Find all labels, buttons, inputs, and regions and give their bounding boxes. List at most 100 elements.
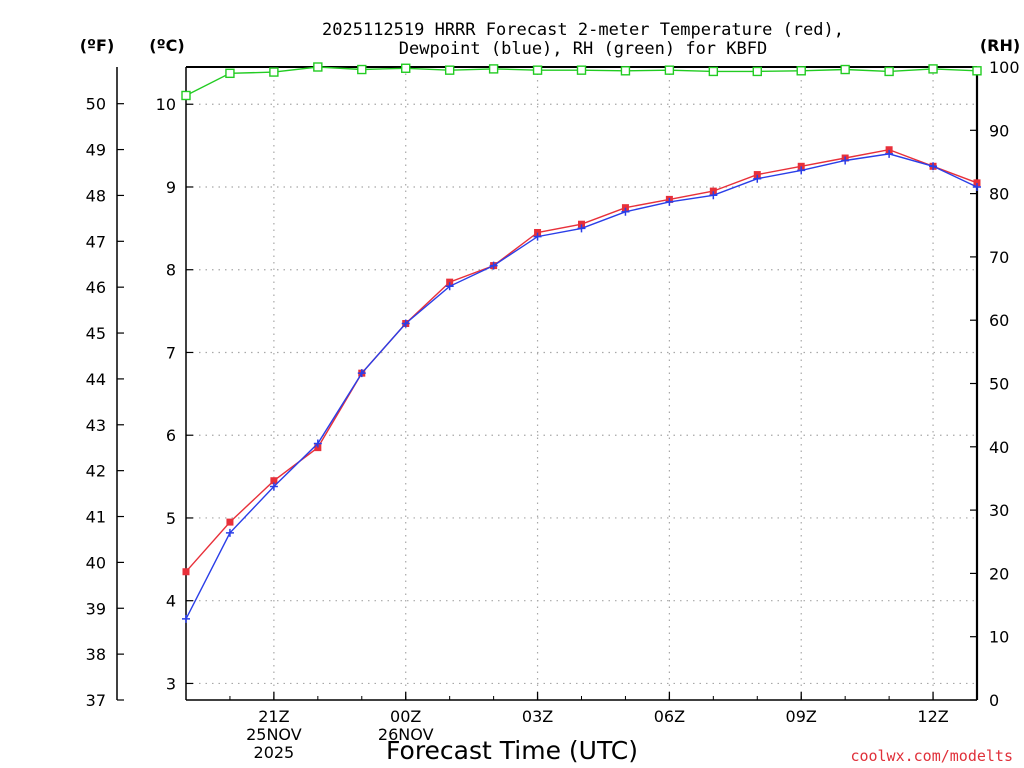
rh-point [181,90,191,101]
fahrenheit-tick-label: 45 [86,324,106,343]
dewpoint-point [665,197,674,206]
rh-point [313,62,323,72]
x-tick-label: 2025 [254,743,295,762]
dewpoint-point [225,528,234,537]
dewpoint-point [577,224,586,233]
dewpoint-point [885,149,894,158]
rh-point [664,65,675,75]
temperature-point [270,477,278,485]
x-tick-label: 03Z [522,707,553,726]
rh-tick-label: 50 [989,375,1009,394]
dewpoint-point [182,614,190,623]
rh-point [357,64,367,75]
rh-point [840,64,850,75]
fahrenheit-tick-label: 42 [86,462,106,481]
celsius-tick-label: 5 [166,509,176,528]
temperature-point [314,444,322,452]
x-tick-label: 25NOV [246,725,302,744]
dewpoint-point [269,482,278,491]
celsius-tick-label: 4 [166,592,176,611]
temperature-point [226,518,234,526]
temperature-point [709,187,717,195]
grid-lines [186,67,977,700]
temperature-point [973,179,981,187]
x-tick-label: 26NOV [378,725,434,744]
temperature-point [578,220,585,228]
fahrenheit-tick-label: 44 [86,370,106,389]
rh-tick-label: 90 [989,121,1009,140]
dewpoint-point [401,319,410,328]
rh-tick-label: 70 [989,248,1009,267]
temperature-point [885,146,893,154]
celsius-tick-label: 6 [166,426,176,445]
temperature-point [621,204,629,212]
dewpoint-point [709,191,718,200]
x-tick-label: 12Z [917,707,948,726]
rh-tick-label: 60 [989,311,1009,330]
x-axis-title: Forecast Time (UTC) [386,736,638,765]
fahrenheit-tick-label: 48 [86,186,106,205]
fahrenheit-tick-label: 50 [86,95,106,114]
rh-point [884,66,894,77]
rh-point [401,63,411,73]
dewpoint-point [841,156,850,165]
site-credit: coolwx.com/modelts [850,747,1013,765]
dewpoint-point [973,182,981,191]
rh-tick-label: 100 [989,58,1020,77]
rh-point [620,66,631,76]
dewpoint-point [621,207,630,216]
rh-point [488,64,499,74]
dewpoint-point [357,369,366,378]
temperature-point [446,278,454,286]
temperature-series-line [185,148,978,573]
x-tick-label: 00Z [390,707,421,726]
rh-point [708,66,719,77]
celsius-tick-label: 3 [166,674,176,693]
celsius-tick-label: 10 [156,95,176,114]
rh-unit-label: (RH) [980,36,1020,55]
fahrenheit-tick-label: 46 [86,278,106,297]
series-lines [181,62,982,623]
rh-point [796,66,806,76]
rh-point [752,66,762,77]
rh-point [269,67,279,77]
celsius-unit-label: (ºC) [149,36,184,55]
fahrenheit-tick-label: 49 [86,141,106,160]
fahrenheit-tick-label: 37 [86,691,106,710]
dewpoint-point [797,166,806,175]
celsius-tick-label: 9 [166,178,176,197]
rh-point [972,66,982,76]
rh-tick-label: 20 [989,564,1009,583]
temperature-point [797,162,805,170]
fahrenheit-tick-label: 38 [86,645,106,664]
fahrenheit-tick-label: 47 [86,232,106,251]
chart-title-line-1: 2025112519 HRRR Forecast 2-meter Tempera… [322,20,844,40]
rh-tick-label: 10 [989,628,1009,647]
temperature-point [753,171,761,179]
rh-tick-label: 30 [989,501,1009,520]
chart-title-line-2: Dewpoint (blue), RH (green) for KBFD [399,39,767,59]
temperature-point [534,228,542,236]
dewpoint-point [313,439,322,448]
rh-point [225,68,235,79]
rh-point [928,64,938,74]
dewpoint-point [489,261,498,270]
rh-tick-label: 0 [989,691,999,710]
x-tick-label: 06Z [654,707,685,726]
rh-point [576,65,587,75]
fahrenheit-tick-label: 43 [86,416,106,435]
temperature-point [182,568,190,576]
dewpoint-point [929,162,938,171]
fahrenheit-tick-label: 41 [86,508,106,527]
x-tick-label: 21Z [258,707,289,726]
rh-point [444,65,455,75]
rh-tick-label: 80 [989,185,1009,204]
celsius-tick-label: 7 [166,343,176,362]
fahrenheit-tick-label: 40 [86,553,106,572]
dewpoint-point [753,174,762,183]
rh-tick-label: 40 [989,438,1009,457]
dewpoint-point [533,232,542,241]
fahrenheit-unit-label: (ºF) [80,36,115,55]
